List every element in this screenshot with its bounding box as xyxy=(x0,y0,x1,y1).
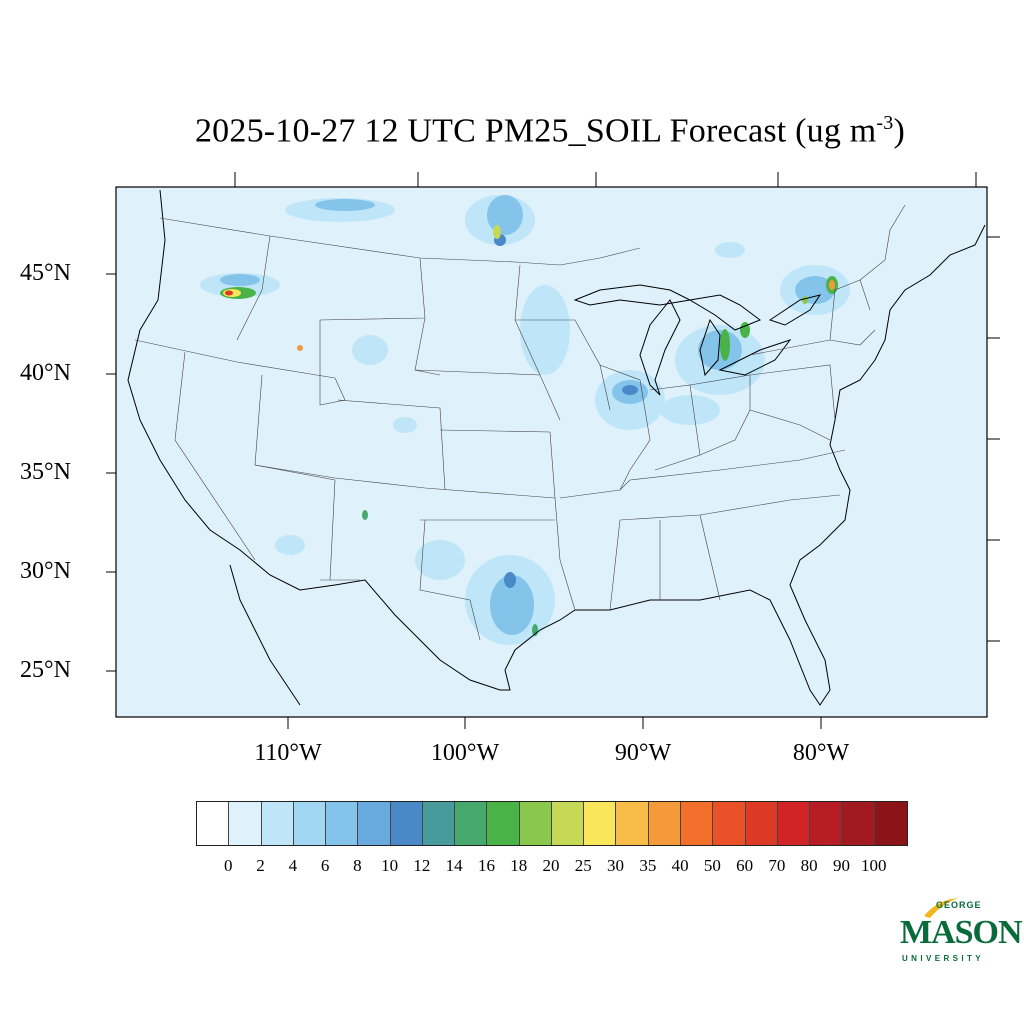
lat-label-40: 40°N xyxy=(20,360,71,386)
lat-label-45: 45°N xyxy=(20,260,71,286)
colorbar-swatch xyxy=(422,802,456,845)
lat-label-25: 25°N xyxy=(20,657,71,683)
colorbar-label: 80 xyxy=(800,856,818,875)
colorbar-label: 6 xyxy=(320,856,330,875)
colorbar-label: 40 xyxy=(671,856,689,875)
colorbar-swatch xyxy=(551,802,585,845)
map-ticks xyxy=(106,172,1000,729)
coastlines xyxy=(127,189,986,706)
lon-label-100: 100°W xyxy=(430,740,500,766)
state-borders xyxy=(134,204,906,641)
colorbar-swatch xyxy=(842,802,875,845)
colorbar-swatch xyxy=(810,802,843,845)
colorbar-label: 18 xyxy=(510,856,528,875)
colorbar-swatch xyxy=(358,802,391,845)
map-title: 2025-10-27 12 UTC PM25_SOIL Forecast (ug… xyxy=(194,112,906,150)
colorbar-swatch xyxy=(745,802,778,845)
colorbar-swatch xyxy=(326,802,359,845)
lon-label-90: 90°W xyxy=(614,740,672,766)
colorbar-swatch xyxy=(713,802,746,845)
lat-label-35: 35°N xyxy=(20,459,71,485)
colorbar-swatch xyxy=(487,802,520,845)
colorbar-swatch xyxy=(293,802,327,845)
pm25-hotspots xyxy=(220,225,838,636)
colorbar-swatch xyxy=(390,802,423,845)
map-frame xyxy=(115,186,988,718)
colorbar-label: 90 xyxy=(832,856,850,875)
colorbar-label: 70 xyxy=(768,856,786,875)
logo-university: UNIVERSITY xyxy=(902,954,985,963)
colorbar-label: 50 xyxy=(703,856,721,875)
colorbar-swatch xyxy=(519,802,552,845)
colorbar-label: 10 xyxy=(381,856,399,875)
colorbar-swatch xyxy=(874,802,907,845)
colorbar-swatch xyxy=(777,802,811,845)
colorbar-label: 20 xyxy=(542,856,560,875)
colorbar-label: 60 xyxy=(736,856,754,875)
colorbar-label: 30 xyxy=(607,856,625,875)
colorbar-label: 0 xyxy=(224,856,233,875)
lat-label-30: 30°N xyxy=(20,558,71,584)
colorbar-swatch xyxy=(648,802,681,845)
swoosh-icon xyxy=(924,898,958,918)
colorbar xyxy=(196,801,908,846)
colorbar-label: 100 xyxy=(860,856,887,875)
colorbar-swatch xyxy=(680,802,714,845)
colorbar-swatch xyxy=(229,802,262,845)
colorbar-label: 25 xyxy=(574,856,592,875)
colorbar-label: 35 xyxy=(639,856,657,875)
colorbar-label: 2 xyxy=(256,856,265,875)
gmu-logo: GEORGE MASON UNIVERSITY xyxy=(900,898,1023,970)
logo-mason: MASON xyxy=(900,914,1023,951)
colorbar-swatch xyxy=(584,802,617,845)
colorbar-swatch xyxy=(197,802,230,845)
colorbar-swatch xyxy=(261,802,294,845)
colorbar-label: 12 xyxy=(413,856,431,875)
lon-label-80: 80°W xyxy=(792,740,850,766)
logo-george: GEORGE xyxy=(936,900,982,910)
colorbar-label: 14 xyxy=(445,856,463,875)
colorbar-swatch xyxy=(455,802,488,845)
colorbar-swatch xyxy=(616,802,649,845)
lon-label-110: 110°W xyxy=(254,740,322,766)
colorbar-label: 4 xyxy=(288,856,298,875)
colorbar-label: 16 xyxy=(477,856,495,875)
colorbar-label: 8 xyxy=(353,856,362,875)
